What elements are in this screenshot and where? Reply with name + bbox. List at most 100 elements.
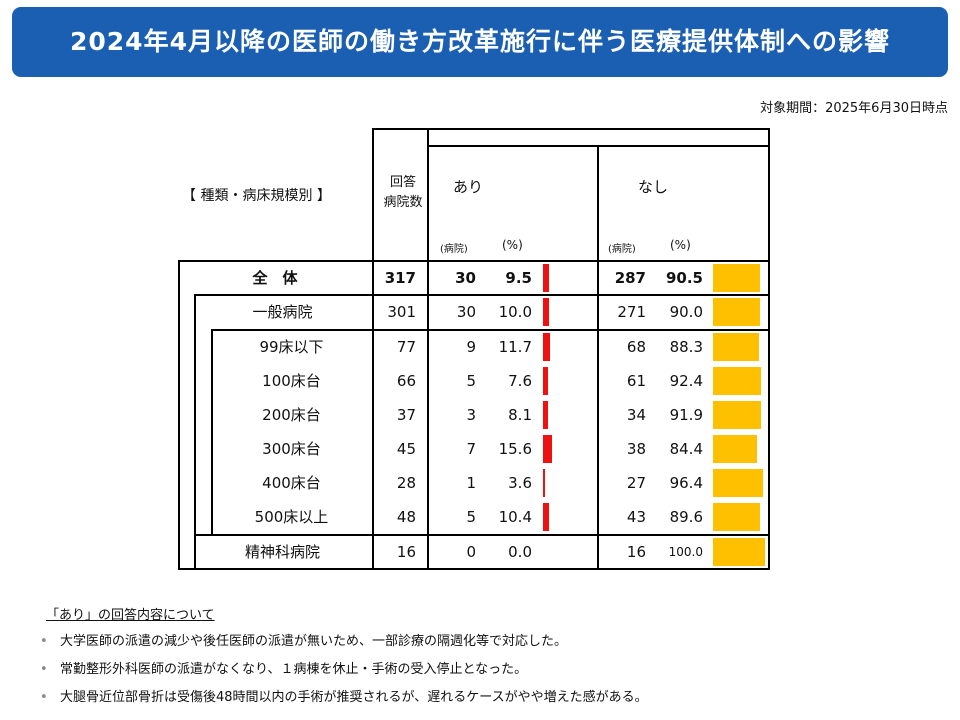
respondent-count: 16	[396, 543, 416, 561]
no-header: なし	[638, 178, 669, 196]
yes-percent: 10.0	[498, 303, 532, 321]
row-label: 200床台	[262, 406, 321, 424]
yes-count: 7	[466, 440, 476, 458]
no-bar	[713, 538, 765, 566]
respondent-count: 301	[387, 303, 416, 321]
category-header: 【 種類・病床規模別 】	[182, 188, 331, 204]
table-row: 500床以上 48 5 10.4 43 89.6	[0, 499, 960, 535]
table-row: 全 体 317 30 9.5 287 90.5	[0, 260, 960, 296]
no-percent: 91.9	[669, 406, 703, 424]
no-bar	[713, 298, 760, 326]
count-header-line1: 回答	[389, 175, 416, 190]
row-label: 100床台	[262, 372, 321, 390]
respondent-count: 66	[396, 372, 416, 390]
count-header-line2: 病院数	[383, 195, 423, 210]
yes-bar	[543, 401, 548, 429]
title-banner: 2024年4月以降の医師の働き方改革施行に伴う医療提供体制への影響	[12, 7, 948, 77]
row-label: 500床以上	[254, 508, 329, 526]
respondent-count: 48	[396, 508, 416, 526]
note-item: • 常勤整形外科医師の派遣がなくなり、１病棟を休止・手術の受入停止となった。	[40, 658, 527, 677]
respondent-count: 77	[396, 338, 416, 356]
yes-bar	[543, 367, 548, 395]
yes-bar	[543, 435, 553, 463]
no-bar	[713, 435, 757, 463]
yes-unit-hospitals: (病院)	[440, 244, 468, 255]
respondent-count: 28	[396, 474, 416, 492]
psychiatric-row-rule	[194, 534, 770, 536]
yes-percent: 10.4	[498, 508, 532, 526]
bullet-icon: •	[40, 634, 48, 649]
right-border	[768, 128, 770, 570]
table-row: 精神科病院 16 0 0.0 16 100.0	[0, 534, 960, 570]
yes-count: 1	[466, 474, 476, 492]
bullet-icon: •	[40, 662, 48, 677]
no-bar	[713, 264, 761, 292]
respondent-count: 45	[396, 440, 416, 458]
note-item: • 大腿骨近位部骨折は受傷後48時間以内の手術が推奨されるが、遅れるケースがやや増…	[40, 686, 648, 705]
row-label: 全 体	[252, 269, 298, 287]
general-group-border	[194, 294, 196, 570]
note-text: 大学医師の派遣の減少や後任医師の派遣が無いため、一部診療の隔週化等で対応した。	[60, 634, 568, 649]
row-label: 300床台	[262, 440, 321, 458]
note-text: 大腿骨近位部骨折は受傷後48時間以内の手術が推奨されるが、遅れるケースがやや増え…	[60, 690, 648, 705]
yes-bar	[543, 298, 549, 326]
no-count: 43	[626, 508, 646, 526]
no-percent: 90.0	[669, 303, 703, 321]
page-title: 2024年4月以降の医師の働き方改革施行に伴う医療提供体制への影響	[70, 27, 890, 56]
yes-percent: 9.5	[505, 269, 532, 287]
no-percent: 84.4	[669, 440, 703, 458]
table-bottom-rule	[178, 568, 770, 570]
row-label: 99床以下	[259, 338, 324, 356]
table-row: 99床以下 77 9 11.7 68 88.3	[0, 329, 960, 365]
table-row: 200床台 37 3 8.1 34 91.9	[0, 397, 960, 433]
no-count: 34	[626, 406, 646, 424]
yes-percent: 7.6	[508, 372, 532, 390]
yes-count: 30	[456, 303, 476, 321]
header-bottom-rule	[178, 260, 770, 262]
yes-bar	[543, 333, 551, 361]
respondent-count: 317	[384, 269, 416, 287]
notes-title: 「あり」の回答内容について	[46, 608, 215, 623]
yes-count: 5	[466, 508, 476, 526]
no-percent: 90.5	[665, 269, 703, 287]
yes-count: 3	[466, 406, 476, 424]
no-count: 38	[626, 440, 646, 458]
yes-column-border	[427, 128, 429, 570]
row-label: 一般病院	[252, 303, 313, 321]
no-percent: 96.4	[669, 474, 703, 492]
yes-percent: 8.1	[508, 406, 532, 424]
yes-count: 0	[466, 543, 476, 561]
count-column-border	[372, 128, 374, 570]
table-row: 100床台 66 5 7.6 61 92.4	[0, 363, 960, 399]
respondent-count: 37	[396, 406, 416, 424]
yes-count: 9	[466, 338, 476, 356]
as-of-date: 対象期間：2025年6月30日時点	[760, 101, 948, 116]
note-item: • 大学医師の派遣の減少や後任医師の派遣が無いため、一部診療の隔週化等で対応した。	[40, 630, 567, 649]
note-text: 常勤整形外科医師の派遣がなくなり、１病棟を休止・手術の受入停止となった。	[60, 662, 528, 677]
general-row-rule	[211, 329, 770, 331]
bullet-icon: •	[40, 690, 48, 705]
no-bar	[713, 401, 761, 429]
yes-percent: 3.6	[508, 474, 532, 492]
no-bar	[713, 367, 762, 395]
yes-percent: 11.7	[498, 338, 532, 356]
left-border	[178, 260, 180, 570]
table-row: 400床台 28 1 3.6 27 96.4	[0, 465, 960, 501]
total-row-rule	[194, 294, 770, 296]
no-bar	[713, 503, 760, 531]
table-row: 300床台 45 7 15.6 38 84.4	[0, 431, 960, 467]
yes-count: 30	[455, 269, 476, 287]
yes-unit-percent: (%)	[502, 238, 523, 252]
table-row: 一般病院 301 30 10.0 271 90.0	[0, 294, 960, 330]
no-unit-percent: (%)	[670, 238, 691, 252]
bed-size-group-border	[211, 329, 213, 536]
no-unit-hospitals: (病院)	[608, 244, 636, 255]
yes-bar	[543, 264, 549, 292]
row-label: 400床台	[262, 474, 321, 492]
yes-bar	[543, 469, 546, 497]
table-top-rule	[372, 128, 770, 130]
no-percent: 100.0	[668, 545, 703, 559]
yes-count: 5	[466, 372, 476, 390]
no-percent: 88.3	[669, 338, 703, 356]
no-column-border	[597, 145, 599, 570]
